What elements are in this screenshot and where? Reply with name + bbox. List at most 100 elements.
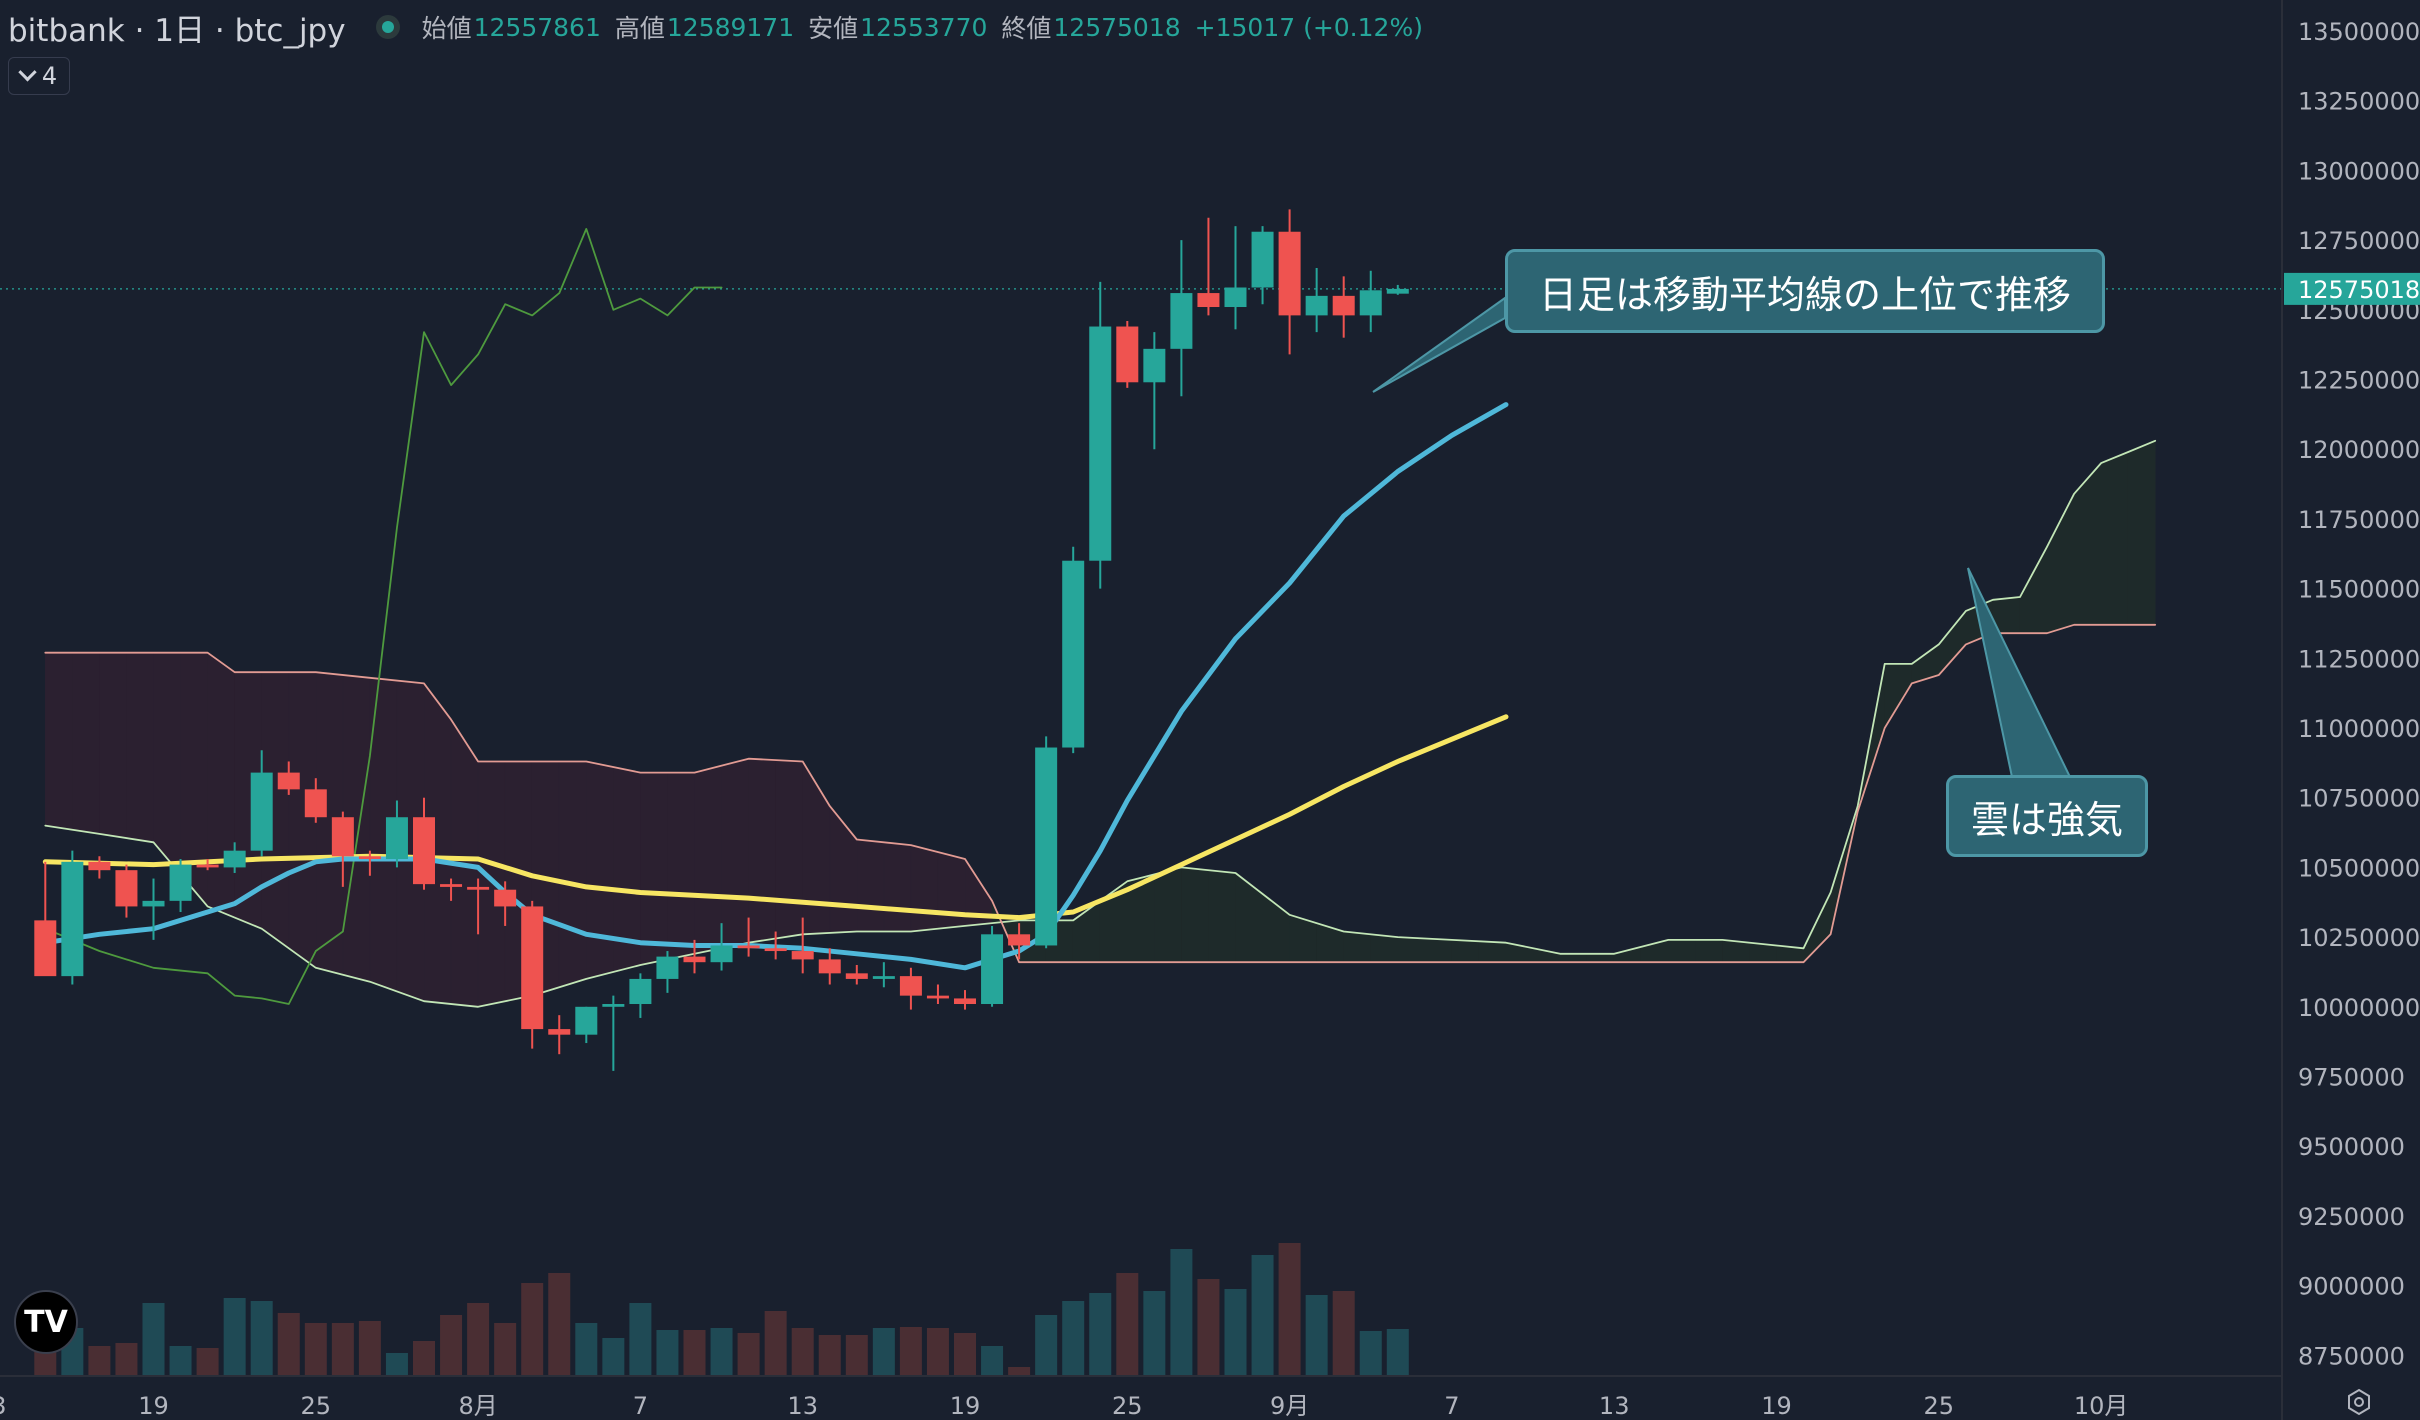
- cloud-segment: [856, 839, 885, 932]
- volume-bar: [791, 1328, 814, 1376]
- market-status-icon: [375, 15, 400, 39]
- candle: [358, 850, 381, 876]
- candle-body: [629, 978, 652, 1005]
- volume-bar: [926, 1328, 949, 1376]
- candle-body: [1359, 290, 1382, 316]
- candle-body: [440, 884, 463, 887]
- volume-bar: [1278, 1243, 1301, 1376]
- candle-body: [1224, 287, 1247, 308]
- x-tick-label: 10月: [2074, 1392, 2129, 1420]
- y-tick-label: 12250000: [2298, 367, 2420, 395]
- x-tick-label: 13: [787, 1392, 818, 1420]
- x-tick-label: 7: [633, 1392, 648, 1420]
- volume-bar: [1035, 1315, 1058, 1376]
- cloud-segment: [1370, 933, 1399, 963]
- cloud-segment: [207, 652, 235, 919]
- cloud-segment: [883, 841, 912, 932]
- volume-bar: [250, 1301, 273, 1376]
- candle-body: [575, 1006, 598, 1035]
- gear-icon[interactable]: [2342, 1385, 2376, 1419]
- candle: [981, 925, 1004, 1007]
- volume-bar: [872, 1328, 895, 1376]
- volume-bar: [304, 1323, 327, 1376]
- candle: [926, 984, 949, 1005]
- candle-body: [304, 789, 327, 818]
- volume-bar: [1224, 1289, 1247, 1376]
- y-tick-label: 10750000: [2298, 785, 2420, 813]
- candle-body: [872, 976, 895, 979]
- y-tick-label: 12750000: [2298, 227, 2420, 255]
- candle: [304, 778, 327, 823]
- last-price-tag: [2284, 272, 2420, 305]
- candle: [575, 1006, 598, 1044]
- candle: [1089, 281, 1112, 589]
- candle-body: [1062, 560, 1085, 748]
- candle-body: [277, 772, 300, 790]
- cloud-segment: [1586, 953, 1615, 963]
- cloud-annotation-callout[interactable]: 雲は強気: [1946, 775, 2148, 857]
- candle: [1035, 736, 1058, 949]
- volume-bar: [1197, 1279, 1220, 1376]
- volume-bar: [845, 1335, 868, 1376]
- cloud-segment: [1397, 936, 1426, 963]
- candle: [1116, 320, 1139, 388]
- x-tick-label: 9月: [1270, 1392, 1309, 1420]
- cloud-segment: [694, 765, 722, 955]
- cloud-segment: [1722, 939, 1750, 963]
- volume-bar: [764, 1311, 787, 1376]
- cloud-segment: [775, 759, 804, 939]
- candle-body: [385, 817, 408, 860]
- candle: [169, 859, 192, 913]
- volume-bar: [169, 1346, 192, 1376]
- x-tick-label: 13: [0, 1392, 6, 1420]
- candle-body: [899, 976, 922, 996]
- volume-bar: [413, 1341, 435, 1376]
- indicators-toggle-button[interactable]: 4: [8, 57, 70, 95]
- candle-body: [521, 906, 544, 1030]
- candle-body: [169, 864, 192, 901]
- candle: [61, 850, 84, 985]
- y-tick-label: 13000000: [2298, 157, 2420, 185]
- candle: [440, 878, 463, 901]
- ma-annotation-callout[interactable]: 日足は移動平均線の上位で推移: [1505, 249, 2105, 333]
- symbol-title[interactable]: bitbank · 1日 · btc_jpy: [8, 12, 346, 49]
- candle: [413, 797, 435, 890]
- candle: [1305, 267, 1328, 333]
- candle-body: [791, 951, 814, 960]
- volume-bar: [277, 1313, 300, 1376]
- candle-body: [1089, 326, 1112, 561]
- span-a-line: [44, 439, 2157, 1008]
- candle: [548, 1015, 571, 1055]
- candle-body: [331, 817, 354, 857]
- candle: [196, 859, 219, 871]
- x-tick-label: 25: [301, 1392, 332, 1420]
- candle: [683, 939, 706, 974]
- y-tick-label: 11250000: [2298, 645, 2420, 673]
- cloud-segment: [937, 851, 966, 930]
- candle: [467, 878, 490, 935]
- cloud-segment: [477, 761, 506, 1008]
- cloud-segment: [667, 772, 695, 960]
- volume-bar: [710, 1328, 733, 1376]
- gear-glyph: [2348, 1388, 2370, 1416]
- cloud-segment: [1668, 939, 1696, 963]
- span-b-line: [44, 623, 2157, 964]
- volume-bar: [1143, 1291, 1166, 1376]
- volume-bar: [1305, 1295, 1328, 1376]
- x-tick-label: 7: [1444, 1392, 1459, 1420]
- candle-body: [818, 959, 841, 974]
- indicator-count: 4: [41, 62, 58, 90]
- price-change: +15017 (+0.12%): [1194, 12, 1423, 42]
- candle-body: [1143, 348, 1166, 383]
- volume-bar: [737, 1333, 760, 1376]
- candles: [34, 209, 1409, 1071]
- cloud-segment: [1695, 939, 1723, 963]
- y-tick-label: 12000000: [2298, 436, 2420, 464]
- tradingview-logo-icon[interactable]: TV: [14, 1290, 78, 1354]
- x-tick-label: 8月: [458, 1392, 497, 1420]
- candle-body: [1008, 934, 1031, 946]
- cloud-segment: [1884, 663, 1913, 730]
- candle-body: [61, 861, 84, 977]
- y-tick-label: 13250000: [2298, 88, 2420, 116]
